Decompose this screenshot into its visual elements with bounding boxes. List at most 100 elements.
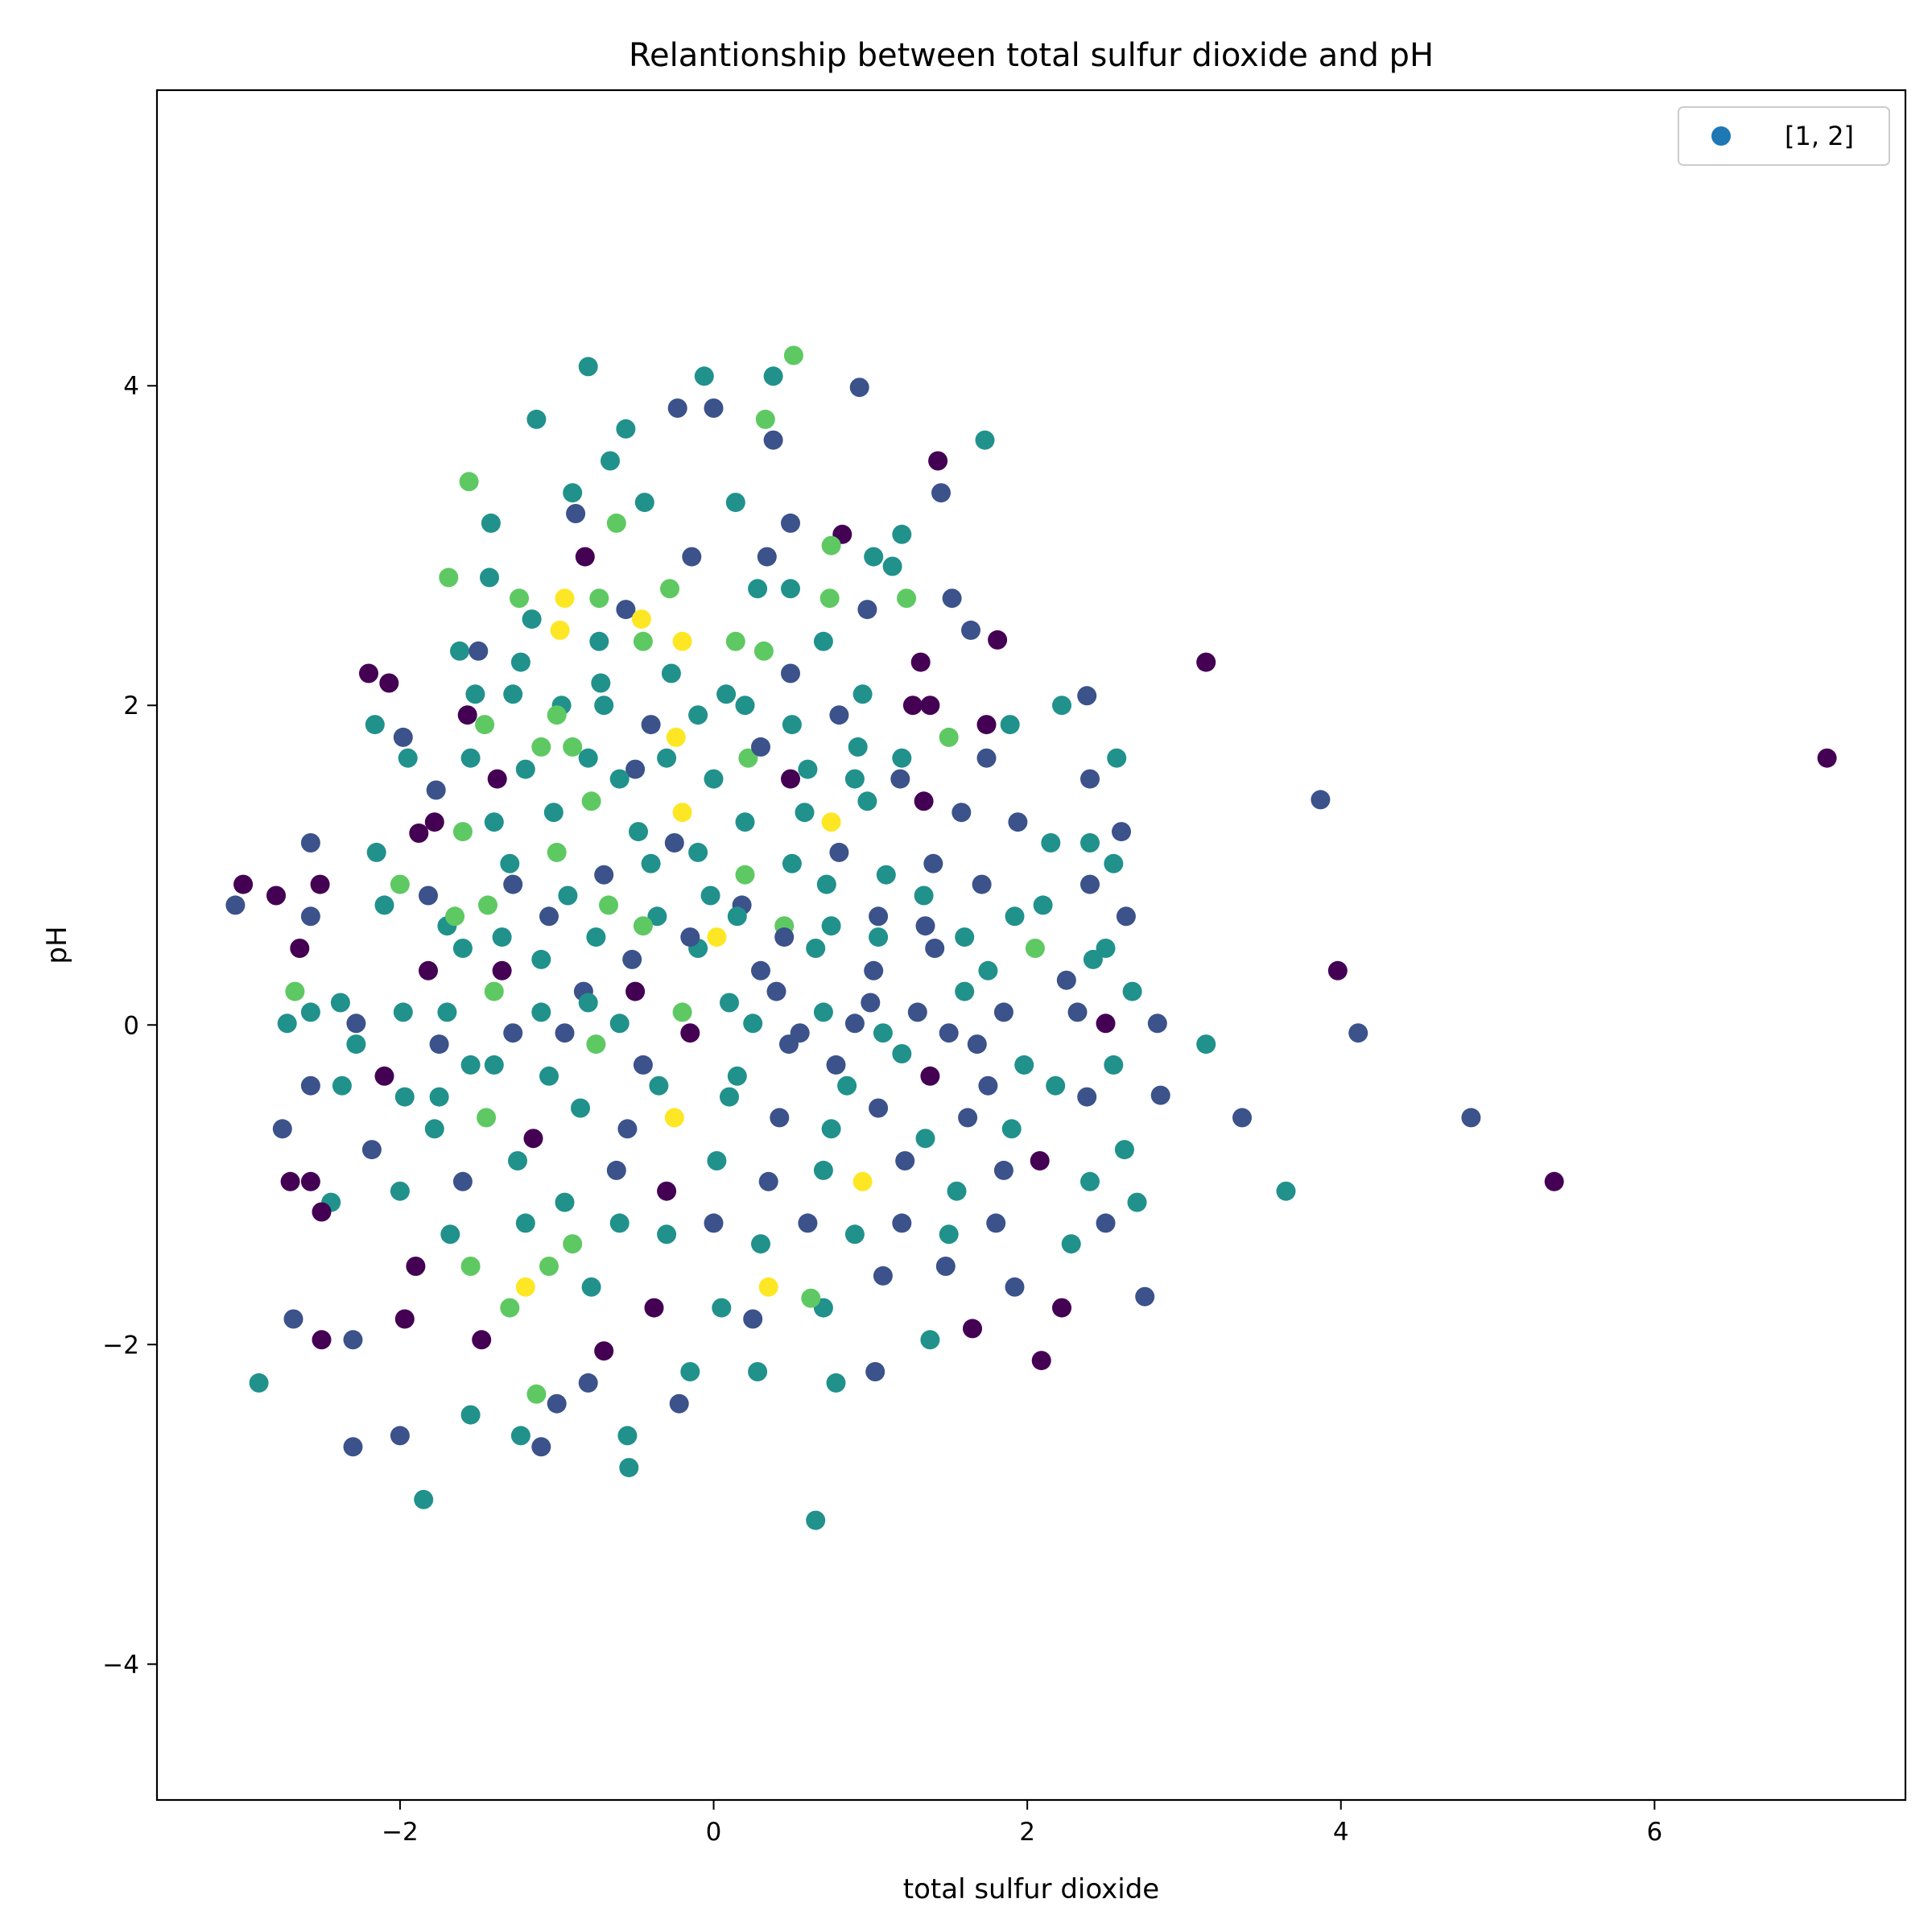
data-point-329 [844, 769, 865, 789]
data-point-80 [393, 727, 413, 747]
data-point-173 [864, 960, 884, 980]
data-point-141 [478, 895, 497, 915]
data-point-201 [967, 1034, 987, 1055]
x-axis-ticks: −2 0 2 4 6 [382, 1800, 1662, 1847]
data-point-301 [531, 1002, 551, 1022]
data-point-181 [1096, 1013, 1116, 1034]
data-point-200 [920, 1066, 940, 1086]
data-point-25 [783, 345, 803, 365]
data-point-73 [672, 631, 692, 651]
data-point-337 [829, 705, 849, 725]
data-point-139 [419, 886, 438, 906]
data-point-212 [312, 1202, 332, 1222]
y-tick-label: 0 [123, 1011, 139, 1040]
data-point-161 [346, 1013, 366, 1034]
chart-title: Relantionship between total sulfur dioxi… [629, 37, 1434, 74]
data-point-176 [1025, 939, 1045, 958]
data-point-350 [555, 1023, 575, 1043]
data-point-51 [821, 535, 841, 555]
data-point-194 [633, 1055, 653, 1075]
data-point-38 [634, 493, 654, 513]
data-point-65 [359, 663, 378, 683]
data-point-229 [526, 1384, 547, 1404]
data-point-264 [758, 1171, 778, 1191]
data-point-359 [978, 1075, 998, 1096]
data-point-187 [374, 1066, 394, 1086]
data-point-143 [558, 886, 578, 906]
data-point-112 [409, 824, 429, 843]
data-point-299 [437, 1002, 457, 1022]
data-point-37 [563, 483, 583, 503]
data-point-304 [672, 1002, 692, 1022]
data-point-293 [727, 906, 747, 927]
y-tick-label: 2 [123, 691, 139, 720]
data-point-56 [660, 579, 679, 599]
data-point-214 [343, 1330, 363, 1350]
data-point-322 [515, 759, 535, 779]
data-point-273 [1127, 1192, 1147, 1212]
data-point-298 [955, 927, 975, 947]
data-point-195 [680, 1023, 700, 1043]
data-point-215 [343, 1437, 363, 1457]
data-point-358 [837, 1075, 857, 1096]
data-point-199 [873, 1023, 893, 1043]
data-point-1 [1544, 1171, 1564, 1191]
data-point-74 [725, 631, 745, 651]
x-tick-label: 0 [706, 1818, 722, 1847]
data-point-127 [1008, 812, 1028, 832]
data-point-344 [798, 1213, 818, 1233]
data-point-149 [816, 874, 836, 894]
data-point-219 [406, 1257, 426, 1276]
data-point-122 [795, 803, 815, 823]
data-point-160 [330, 993, 350, 1013]
data-point-146 [700, 886, 720, 906]
data-point-34 [616, 419, 636, 439]
data-point-59 [819, 588, 840, 609]
legend-entry-label: [1, 2] [1785, 121, 1854, 151]
data-point-188 [394, 1087, 415, 1107]
data-point-263 [707, 1151, 727, 1170]
data-point-348 [986, 1213, 1006, 1233]
data-point-159 [300, 1002, 320, 1022]
data-point-354 [844, 1013, 865, 1034]
y-axis-ticks: −4 −2 0 2 4 [102, 372, 157, 1679]
data-point-228 [531, 1437, 551, 1457]
data-point-278 [617, 1119, 638, 1139]
data-point-33 [526, 409, 547, 429]
data-point-124 [857, 791, 877, 811]
data-point-218 [414, 1489, 434, 1509]
data-point-334 [688, 705, 708, 725]
data-point-295 [821, 916, 841, 936]
data-point-114 [452, 822, 473, 842]
data-point-24 [849, 378, 869, 398]
data-point-46 [682, 547, 702, 567]
data-point-243 [1061, 1234, 1081, 1254]
data-point-42 [606, 513, 626, 533]
data-point-315 [641, 853, 661, 873]
data-point-237 [806, 1510, 826, 1530]
data-point-91 [902, 696, 923, 716]
data-point-261 [606, 1160, 626, 1180]
data-point-82 [475, 715, 495, 735]
data-point-72 [633, 631, 653, 651]
data-point-249 [712, 1298, 732, 1318]
data-point-225 [472, 1330, 492, 1350]
data-point-10 [1147, 1013, 1167, 1034]
data-point-339 [563, 1234, 583, 1254]
data-point-305 [720, 993, 739, 1013]
data-point-239 [865, 1362, 886, 1381]
data-point-341 [657, 1224, 677, 1245]
data-point-2 [1461, 1108, 1481, 1128]
data-point-328 [798, 759, 818, 779]
data-point-321 [923, 853, 943, 873]
data-point-75 [753, 641, 774, 661]
data-point-240 [920, 1330, 940, 1350]
data-point-96 [398, 748, 418, 768]
data-point-168 [622, 949, 642, 969]
data-point-300 [484, 981, 504, 1001]
data-point-21 [988, 630, 1008, 650]
data-point-144 [599, 895, 618, 915]
data-point-302 [578, 993, 598, 1013]
data-point-175 [978, 960, 998, 980]
data-point-254 [460, 1257, 481, 1276]
